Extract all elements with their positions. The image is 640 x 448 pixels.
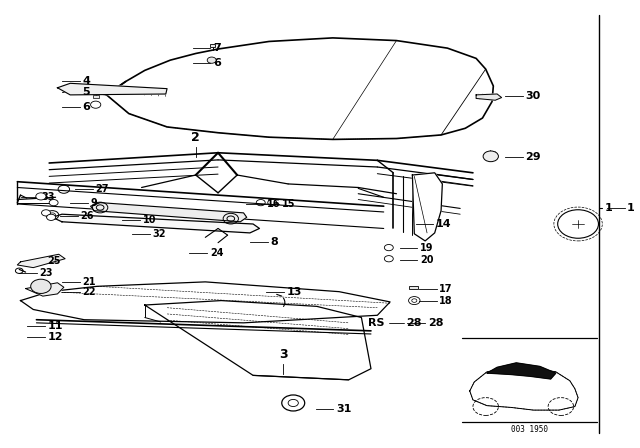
Text: 003 1950: 003 1950 <box>511 425 548 434</box>
Circle shape <box>49 199 58 206</box>
Text: 11: 11 <box>47 321 63 332</box>
Text: 6: 6 <box>83 102 90 112</box>
Circle shape <box>49 213 56 217</box>
Text: RS: RS <box>369 318 385 328</box>
Polygon shape <box>91 202 246 222</box>
Text: 33: 33 <box>41 192 54 202</box>
Text: 28: 28 <box>428 318 443 328</box>
Text: 16: 16 <box>266 199 280 209</box>
Text: 5: 5 <box>83 87 90 97</box>
Text: 20: 20 <box>420 254 433 265</box>
Text: 17: 17 <box>439 284 452 293</box>
Circle shape <box>47 214 56 220</box>
Text: 19: 19 <box>420 243 433 253</box>
Text: 9: 9 <box>91 198 97 207</box>
Text: 18: 18 <box>439 296 452 306</box>
Text: 10: 10 <box>143 215 156 224</box>
Circle shape <box>42 210 51 216</box>
Circle shape <box>31 279 51 293</box>
Text: 6: 6 <box>213 58 221 68</box>
Text: 24: 24 <box>210 248 223 258</box>
Text: 3: 3 <box>279 348 287 361</box>
Text: 8: 8 <box>270 237 278 247</box>
Circle shape <box>91 101 100 108</box>
Text: 1: 1 <box>627 203 635 213</box>
Text: 21: 21 <box>83 277 96 287</box>
Bar <box>409 286 418 289</box>
Circle shape <box>207 57 216 63</box>
Polygon shape <box>106 38 493 139</box>
Text: 13: 13 <box>286 287 301 297</box>
Text: 2: 2 <box>191 131 200 144</box>
Polygon shape <box>26 283 64 296</box>
Polygon shape <box>476 94 502 100</box>
Polygon shape <box>412 173 442 241</box>
Text: 25: 25 <box>47 256 61 266</box>
Text: 15: 15 <box>282 199 295 209</box>
Circle shape <box>36 193 46 200</box>
Bar <box>93 95 99 98</box>
Text: 32: 32 <box>152 229 166 239</box>
Text: 30: 30 <box>525 91 540 101</box>
Circle shape <box>483 151 499 162</box>
Text: 27: 27 <box>95 184 109 194</box>
Text: 23: 23 <box>40 268 53 278</box>
Text: 4: 4 <box>83 76 90 86</box>
Text: 1: 1 <box>604 203 612 213</box>
Polygon shape <box>20 282 390 323</box>
Text: 12: 12 <box>47 332 63 342</box>
Text: 26: 26 <box>81 211 94 221</box>
Polygon shape <box>487 363 556 379</box>
Text: 14: 14 <box>436 219 452 229</box>
Text: 7: 7 <box>213 43 221 53</box>
Polygon shape <box>58 83 167 95</box>
Polygon shape <box>52 214 259 233</box>
Polygon shape <box>17 254 65 267</box>
Text: 28: 28 <box>406 318 422 328</box>
Text: 31: 31 <box>336 404 351 414</box>
Text: 22: 22 <box>83 287 96 297</box>
Bar <box>211 44 216 47</box>
Polygon shape <box>145 301 371 380</box>
Text: 29: 29 <box>525 152 541 162</box>
